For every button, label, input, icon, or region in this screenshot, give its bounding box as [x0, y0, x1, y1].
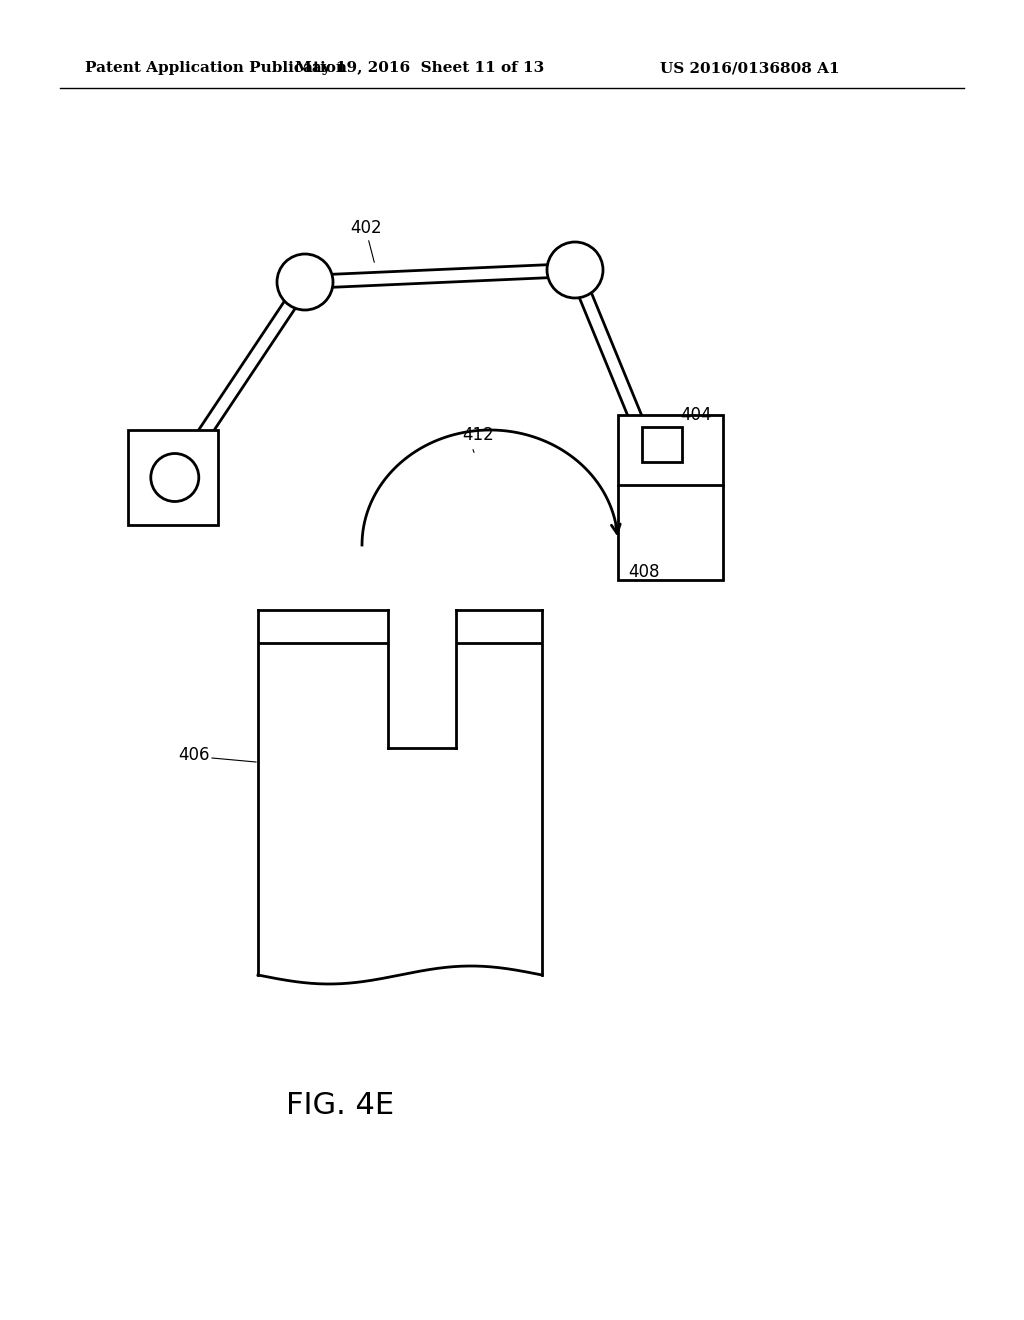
Circle shape — [151, 454, 199, 502]
Text: 408: 408 — [628, 564, 659, 581]
Text: 406: 406 — [178, 746, 210, 764]
Polygon shape — [569, 268, 652, 445]
Text: Patent Application Publication: Patent Application Publication — [85, 61, 347, 75]
Text: May 19, 2016  Sheet 11 of 13: May 19, 2016 Sheet 11 of 13 — [295, 61, 545, 75]
Text: 404: 404 — [680, 407, 712, 424]
Bar — [128, 430, 218, 525]
Circle shape — [547, 242, 603, 298]
Text: FIG. 4E: FIG. 4E — [286, 1090, 394, 1119]
Circle shape — [278, 253, 333, 310]
Bar — [642, 426, 682, 462]
Polygon shape — [305, 264, 575, 289]
Polygon shape — [169, 279, 310, 480]
Bar — [618, 414, 723, 579]
Text: US 2016/0136808 A1: US 2016/0136808 A1 — [660, 61, 840, 75]
Text: 412: 412 — [462, 426, 494, 444]
Text: 402: 402 — [350, 219, 382, 238]
